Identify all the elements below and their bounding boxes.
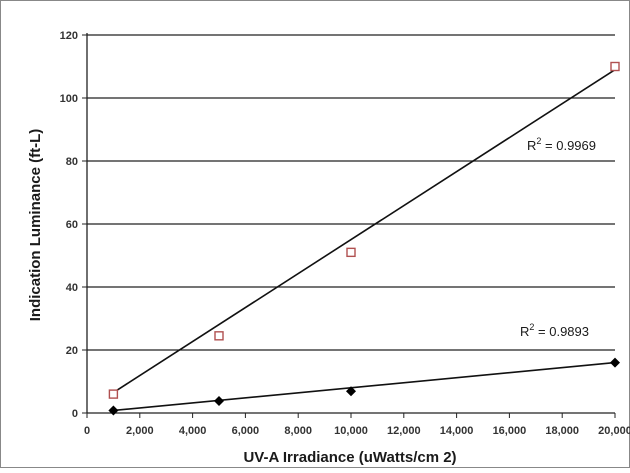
trendline-series-1 bbox=[112, 68, 616, 394]
gridlines bbox=[87, 34, 615, 351]
data-points bbox=[108, 61, 620, 416]
trendline-series-2 bbox=[113, 361, 616, 412]
x-tick-label: 20,000 bbox=[598, 425, 630, 437]
y-axis-title: Indication Luminance (ft-L) bbox=[27, 129, 44, 322]
x-tick-label: 18,000 bbox=[545, 425, 579, 437]
axes bbox=[82, 33, 616, 418]
r2-label-series-2: R2 = 0.9893 bbox=[520, 322, 589, 339]
data-point-series-1 bbox=[610, 61, 620, 72]
y-tick-label: 100 bbox=[60, 93, 78, 105]
data-point-series-1 bbox=[346, 247, 356, 258]
data-point-series-1 bbox=[214, 331, 224, 341]
data-point-series-1 bbox=[108, 389, 119, 399]
tick-labels: 0 20 40 60 80 100 120 0 2,000 4,000 6,000 8,000 10,0… bbox=[60, 30, 630, 437]
x-tick-label: 4,000 bbox=[179, 425, 207, 437]
x-tick-label: 2,000 bbox=[126, 425, 154, 437]
x-axis-title: UV-A Irradiance (uWatts/cm 2) bbox=[243, 449, 456, 466]
x-tick-label: 16,000 bbox=[493, 425, 527, 437]
data-point-series-2 bbox=[346, 386, 356, 397]
y-tick-label: 60 bbox=[66, 219, 78, 231]
y-tick-label: 80 bbox=[66, 156, 78, 168]
r2-label-series-1: R2 = 0.9969 bbox=[527, 136, 596, 153]
y-tick-label: 40 bbox=[66, 282, 78, 294]
y-tick-label: 120 bbox=[60, 30, 78, 42]
data-point-series-2 bbox=[214, 396, 224, 407]
x-tick-label: 12,000 bbox=[387, 425, 421, 437]
x-tick-label: 10,000 bbox=[334, 425, 368, 437]
data-point-series-2 bbox=[610, 357, 620, 368]
trendlines bbox=[112, 68, 616, 412]
x-tick-label: 0 bbox=[84, 425, 90, 437]
x-tick-label: 14,000 bbox=[440, 425, 474, 437]
data-point-series-2 bbox=[108, 405, 119, 416]
y-tick-label: 0 bbox=[72, 408, 78, 420]
x-tick-label: 8,000 bbox=[284, 425, 312, 437]
x-tick-label: 6,000 bbox=[232, 425, 260, 437]
y-tick-label: 20 bbox=[66, 345, 78, 357]
